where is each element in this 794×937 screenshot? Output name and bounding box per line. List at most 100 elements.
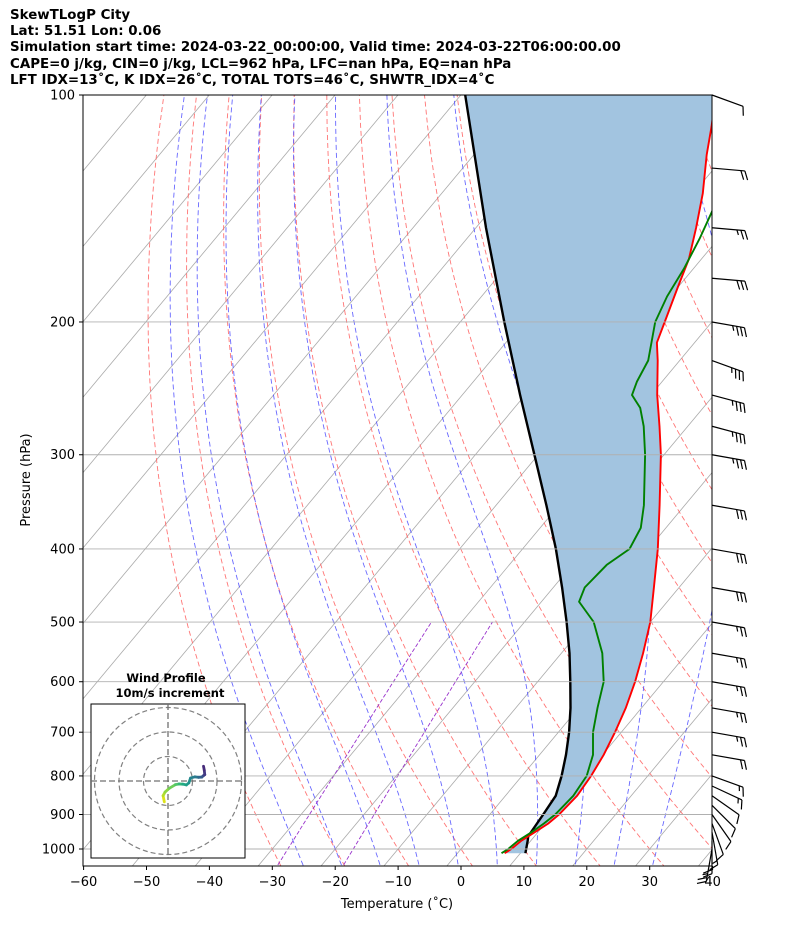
barb-feather	[740, 230, 745, 240]
wind-barb	[711, 707, 748, 724]
barb-feather	[736, 736, 739, 742]
x-tick-label: 20	[579, 875, 596, 890]
y-tick-label: 100	[50, 89, 75, 104]
barb-staff	[711, 359, 744, 373]
barb-staff	[711, 454, 745, 462]
barb-feather	[743, 327, 748, 338]
barb-feather	[743, 737, 748, 748]
barb-feather	[743, 403, 746, 414]
barb-feather	[743, 434, 746, 445]
barb-feather	[739, 686, 744, 697]
barb-staff	[711, 823, 724, 855]
barb-feather	[740, 799, 743, 810]
location-line: Lat: 51.51 Lon: 0.06	[10, 24, 162, 40]
mixing-ratio-line	[276, 621, 432, 866]
isotherm	[83, 95, 525, 625]
barb-feather	[743, 627, 748, 638]
wind-barb	[711, 586, 748, 603]
barb-staff	[711, 731, 745, 739]
barb-staff	[711, 425, 745, 436]
barb-staff	[711, 167, 745, 172]
barb-feather	[743, 460, 748, 470]
inset-subtitle: 10m/s increment	[116, 686, 225, 700]
barb-feather	[736, 229, 739, 236]
x-tick-label: −10	[384, 875, 411, 890]
moist-adiabat	[335, 95, 498, 866]
barb-feather	[739, 592, 744, 602]
barb-staff	[711, 94, 744, 107]
wind-barb	[711, 621, 748, 638]
barb-feather	[739, 326, 744, 337]
barb-feather	[743, 713, 748, 724]
barb-staff	[711, 321, 745, 329]
axis-ticks: −60 −50 −40 −30 −20 −10 0 10 20 30 40 100 200 300 400 5…	[42, 89, 721, 891]
barb-feather	[744, 230, 749, 240]
barb-feather	[731, 431, 734, 437]
wind-barb	[711, 775, 744, 797]
barb-feather	[736, 458, 740, 469]
barb-feather	[743, 760, 748, 770]
isotherm	[83, 95, 210, 247]
wind-barb	[711, 731, 748, 748]
wind-barb	[711, 454, 748, 470]
wind-barb	[711, 359, 744, 382]
barb-feather	[736, 657, 739, 663]
dry-adiabat	[186, 95, 346, 866]
moist-adiabat	[169, 95, 304, 866]
time-line: Simulation start time: 2024-03-22_00:00:…	[10, 40, 621, 56]
barb-feather	[736, 326, 740, 336]
dry-adiabat	[424, 95, 712, 778]
wind-barb	[709, 832, 719, 871]
dry-adiabat	[707, 61, 794, 881]
isotherm	[509, 622, 712, 866]
wind-barbs	[696, 94, 749, 885]
barb-feather	[739, 433, 742, 444]
isotherm	[383, 471, 712, 866]
barb-feather	[743, 658, 748, 669]
isotherm	[572, 698, 712, 866]
barb-feather	[739, 459, 744, 470]
x-tick-label: 40	[704, 875, 721, 890]
wind-barb	[696, 848, 713, 885]
barb-staff	[711, 277, 745, 282]
wind-barb	[711, 652, 748, 669]
barb-staff	[711, 707, 745, 715]
barb-staff	[711, 621, 745, 629]
x-tick-label: 0	[457, 875, 465, 890]
chart-title: SkewTLogP City	[10, 8, 131, 23]
barb-feather	[739, 626, 744, 637]
barb-feather	[739, 553, 744, 564]
barb-feather	[735, 432, 738, 443]
dry-adiabat	[223, 95, 410, 866]
barb-staff	[705, 848, 713, 882]
wind-barb	[711, 795, 740, 825]
x-tick-label: −40	[196, 875, 223, 890]
barb-feather	[735, 401, 738, 411]
plot-frame	[82, 94, 713, 867]
barb-feather	[732, 458, 735, 464]
barb-feather	[736, 685, 739, 692]
y-tick-label: 900	[50, 808, 75, 823]
temperature-line	[504, 115, 712, 855]
barb-feather	[712, 860, 718, 865]
barb-feather	[697, 876, 708, 881]
dry-adiabat	[258, 95, 474, 866]
y-tick-label: 400	[50, 542, 75, 557]
moist-adiabat	[225, 95, 381, 866]
moist-adiabat	[293, 95, 459, 866]
barb-staff	[711, 804, 736, 830]
wind-barb	[711, 321, 748, 338]
barb-staff	[711, 754, 745, 762]
barb-feather	[731, 400, 734, 406]
index-line: LFT IDX=13˚C, K IDX=26˚C, TOTAL TOTS=46˚…	[10, 72, 495, 88]
wind-barb	[711, 227, 749, 240]
barb-feather	[731, 828, 736, 838]
isotherm	[446, 547, 712, 866]
x-tick-label: −60	[70, 875, 97, 890]
wind-barb	[711, 754, 748, 770]
barb-staff	[711, 681, 745, 689]
x-tick-label: −50	[133, 875, 160, 890]
y-tick-label: 700	[50, 726, 75, 741]
barb-feather	[736, 626, 739, 632]
